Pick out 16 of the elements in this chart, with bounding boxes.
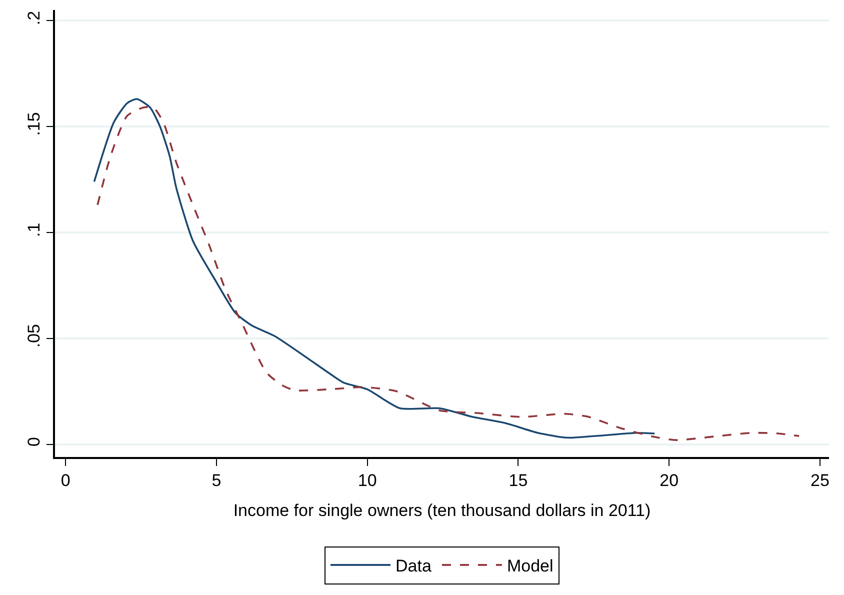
x-tick-label: 15 (508, 471, 528, 490)
line-series (96, 106, 800, 441)
x-tick-label: 25 (810, 471, 830, 490)
legend-label: Model (506, 556, 554, 576)
y-tick-label: .05 (24, 324, 44, 348)
y-tick-label: .2 (24, 10, 44, 26)
line-series (93, 98, 656, 439)
y-tick-label: .15 (24, 112, 44, 136)
legend-label: Data (396, 556, 432, 576)
x-axis-title: Income for single owners (ten thousand dollars in 2011) (233, 501, 651, 520)
x-tick-label: 20 (660, 471, 679, 490)
y-tick-label: 0 (24, 437, 44, 446)
y-tick-label: .1 (24, 222, 44, 237)
x-tick-label: 10 (358, 471, 377, 490)
x-tick-label: 5 (212, 471, 222, 490)
x-tick-label: 0 (60, 471, 70, 490)
